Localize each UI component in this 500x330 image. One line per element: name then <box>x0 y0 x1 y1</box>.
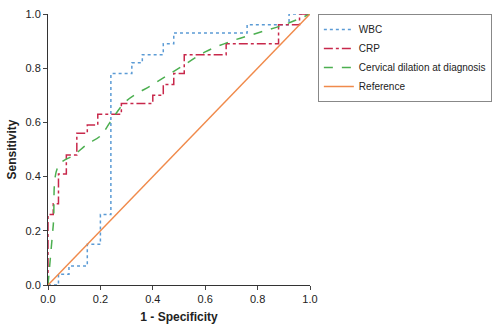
svg-text:0.0: 0.0 <box>26 279 41 291</box>
svg-text:Cervical dilation at diagnosis: Cervical dilation at diagnosis <box>359 62 486 73</box>
svg-text:0.6: 0.6 <box>198 293 213 305</box>
svg-text:0.0: 0.0 <box>40 293 55 305</box>
svg-text:1 - Specificity: 1 - Specificity <box>140 310 218 324</box>
svg-text:WBC: WBC <box>359 24 382 35</box>
svg-text:0.4: 0.4 <box>26 170 41 182</box>
svg-text:1.0: 1.0 <box>26 8 41 20</box>
svg-text:Reference: Reference <box>359 81 406 92</box>
svg-text:0.2: 0.2 <box>93 293 108 305</box>
svg-text:0.6: 0.6 <box>26 116 41 128</box>
svg-text:0.8: 0.8 <box>250 293 265 305</box>
svg-text:Sensitivity: Sensitivity <box>5 119 19 179</box>
svg-text:0.4: 0.4 <box>145 293 160 305</box>
svg-text:CRP: CRP <box>359 43 380 54</box>
svg-text:0.8: 0.8 <box>26 62 41 74</box>
svg-text:0.2: 0.2 <box>26 225 41 237</box>
svg-text:1.0: 1.0 <box>302 293 317 305</box>
